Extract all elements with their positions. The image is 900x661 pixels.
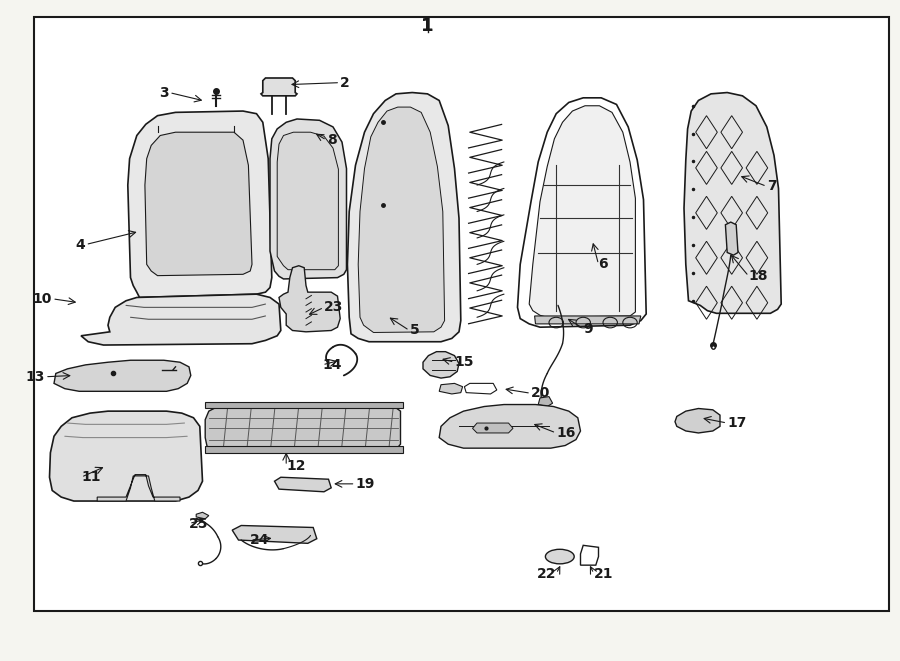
Text: 11: 11 <box>81 470 101 485</box>
Text: 25: 25 <box>189 516 209 531</box>
Polygon shape <box>538 397 553 407</box>
Text: 6: 6 <box>598 257 608 272</box>
Polygon shape <box>205 405 400 453</box>
Text: 14: 14 <box>322 358 342 372</box>
Text: 8: 8 <box>327 133 337 147</box>
Polygon shape <box>675 408 720 433</box>
Text: 10: 10 <box>32 292 52 306</box>
Polygon shape <box>580 545 598 565</box>
Text: 15: 15 <box>454 355 474 369</box>
Text: 22: 22 <box>536 566 556 581</box>
Polygon shape <box>684 93 781 313</box>
Polygon shape <box>347 93 461 342</box>
Text: 24: 24 <box>250 533 270 547</box>
Polygon shape <box>205 446 403 453</box>
Text: 12: 12 <box>286 459 306 473</box>
Polygon shape <box>274 477 331 492</box>
Text: 7: 7 <box>767 179 777 194</box>
Text: 19: 19 <box>356 477 375 491</box>
Polygon shape <box>97 475 180 501</box>
Polygon shape <box>439 383 463 394</box>
Polygon shape <box>472 423 513 433</box>
Polygon shape <box>277 132 338 270</box>
Polygon shape <box>128 111 272 297</box>
Text: 3: 3 <box>159 85 169 100</box>
Polygon shape <box>423 352 459 378</box>
Polygon shape <box>261 78 297 96</box>
Polygon shape <box>464 383 497 394</box>
Text: 17: 17 <box>727 416 747 430</box>
Polygon shape <box>232 525 317 543</box>
Text: 21: 21 <box>594 566 614 581</box>
Text: 1: 1 <box>421 17 434 36</box>
Polygon shape <box>439 405 580 448</box>
Polygon shape <box>81 294 281 345</box>
Polygon shape <box>270 119 346 279</box>
Text: 2: 2 <box>340 75 350 90</box>
Polygon shape <box>54 360 191 391</box>
Polygon shape <box>535 316 641 324</box>
Text: 23: 23 <box>324 300 344 315</box>
Polygon shape <box>725 222 738 255</box>
Polygon shape <box>196 512 209 519</box>
Text: 5: 5 <box>410 323 419 338</box>
Text: 16: 16 <box>556 426 576 440</box>
Polygon shape <box>518 98 646 327</box>
Polygon shape <box>145 132 252 276</box>
Text: 20: 20 <box>531 386 551 401</box>
Polygon shape <box>529 106 635 317</box>
Text: 4: 4 <box>76 237 86 252</box>
Text: 9: 9 <box>583 321 593 336</box>
Polygon shape <box>50 411 202 501</box>
Ellipse shape <box>545 549 574 564</box>
Text: 18: 18 <box>749 269 769 284</box>
Polygon shape <box>279 266 340 332</box>
Polygon shape <box>205 402 403 408</box>
Text: 1: 1 <box>421 17 434 36</box>
Polygon shape <box>358 107 445 332</box>
Text: 13: 13 <box>25 369 45 384</box>
